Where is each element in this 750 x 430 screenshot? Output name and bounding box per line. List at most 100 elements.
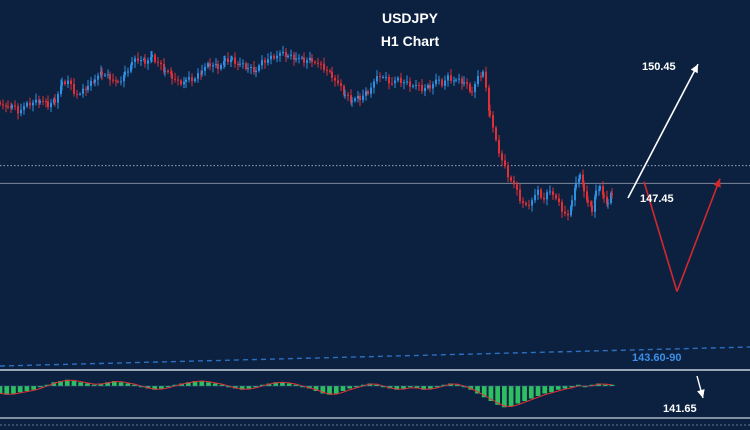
- candle-body: [331, 71, 333, 78]
- candle-body: [357, 96, 359, 99]
- candle-body: [57, 94, 59, 103]
- candle-body: [104, 74, 106, 76]
- candle-body: [406, 81, 408, 83]
- candle-body: [23, 106, 25, 110]
- candle-body: [412, 85, 414, 87]
- candle-body: [130, 65, 132, 72]
- candle-body: [14, 105, 16, 107]
- candle-body: [370, 87, 372, 94]
- candle-body: [488, 87, 490, 111]
- candle-body: [403, 82, 405, 84]
- candle-body: [87, 85, 89, 90]
- candle-body: [418, 84, 420, 86]
- candle-body: [586, 191, 588, 201]
- candle-body: [264, 60, 266, 63]
- candle-body: [351, 100, 353, 102]
- candle-body: [447, 75, 449, 81]
- candle-body: [385, 76, 387, 78]
- bullish-arrow-shaft: [627, 63, 699, 199]
- candle-body: [287, 55, 289, 58]
- candle-body: [463, 82, 465, 84]
- candle-body: [323, 63, 325, 70]
- candle-body: [109, 74, 111, 80]
- candle-body: [97, 75, 99, 80]
- candle-body: [543, 197, 545, 200]
- bearish-leg-down: [643, 181, 678, 292]
- candle-body: [150, 57, 152, 61]
- candle-body: [285, 51, 287, 58]
- candle-body: [587, 200, 589, 203]
- candle-body: [441, 79, 443, 86]
- candle-body: [163, 64, 165, 72]
- candle-body: [261, 60, 263, 66]
- candle-body: [409, 81, 411, 87]
- candle-body: [185, 79, 187, 82]
- candle-body: [230, 59, 232, 63]
- candle-body: [591, 205, 593, 212]
- candle-body: [29, 102, 31, 106]
- candle-body: [194, 78, 196, 82]
- candle-body: [603, 194, 605, 197]
- candle-body: [329, 70, 331, 72]
- candle-body: [489, 110, 491, 116]
- candle-body: [258, 65, 260, 71]
- candle-body: [525, 202, 527, 205]
- candle-body: [522, 201, 524, 203]
- candle-body: [421, 84, 423, 92]
- candle-body: [147, 60, 149, 64]
- candle-body: [438, 79, 440, 81]
- candle-body: [35, 99, 37, 103]
- candle-body: [450, 75, 452, 81]
- candle-body: [594, 196, 596, 212]
- candle-body: [79, 93, 81, 95]
- candle-body: [73, 84, 75, 94]
- candle-body: [453, 80, 455, 82]
- candle-body: [70, 80, 72, 85]
- candle-body: [298, 57, 300, 59]
- candle-body: [267, 59, 269, 63]
- candle-body: [279, 53, 281, 56]
- candle-body: [469, 83, 471, 92]
- level-label-141-65: 141.65: [663, 403, 697, 415]
- candle-body: [188, 77, 190, 80]
- candle-body: [495, 127, 497, 140]
- candle-body: [234, 57, 236, 64]
- candle-body: [570, 206, 572, 216]
- support-trendline: [0, 346, 750, 367]
- candle-body: [578, 178, 580, 183]
- candle-body: [382, 76, 384, 78]
- candle-body: [471, 91, 473, 93]
- candle-body: [7, 106, 9, 108]
- candle-body: [606, 196, 608, 204]
- candle-body: [282, 51, 284, 54]
- candle-body: [76, 93, 78, 95]
- candle-body: [504, 160, 506, 166]
- bearish-leg-up-head: [713, 178, 721, 188]
- candle-body: [343, 85, 345, 95]
- candle-body: [276, 55, 278, 59]
- candle-body: [394, 80, 396, 84]
- candle-body: [290, 54, 292, 56]
- candle-body: [239, 63, 241, 65]
- bearish-target-arrow-head: [697, 389, 705, 398]
- candle-body: [107, 74, 109, 76]
- candle-body: [191, 77, 193, 82]
- candle-body: [140, 60, 142, 62]
- candle-body: [519, 189, 521, 202]
- candle-body: [429, 84, 431, 89]
- candle-body: [231, 57, 233, 60]
- candle-body: [0, 101, 1, 105]
- candle-body: [347, 94, 349, 96]
- candle-body: [171, 73, 173, 79]
- candle-body: [571, 200, 573, 207]
- candle-body: [561, 202, 563, 212]
- candle-body: [564, 211, 566, 214]
- candle-body: [255, 70, 257, 73]
- candle-body: [170, 72, 172, 74]
- candle-body: [209, 63, 211, 67]
- candle-body: [154, 54, 156, 62]
- candle-body: [558, 198, 560, 203]
- chart-title: USDJPY: [381, 10, 439, 26]
- candle-body: [54, 99, 56, 103]
